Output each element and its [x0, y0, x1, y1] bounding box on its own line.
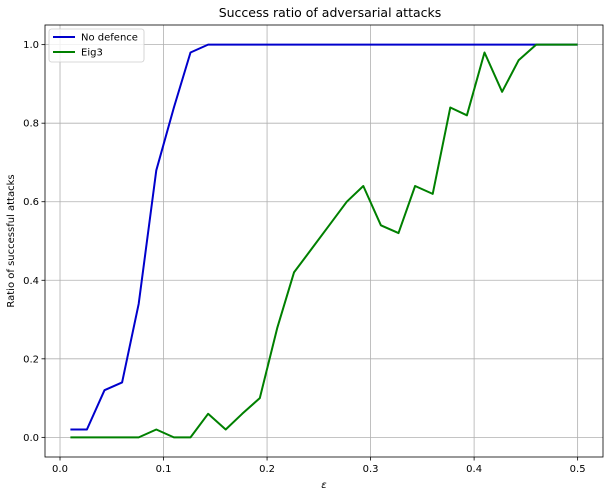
data-point	[69, 429, 71, 431]
data-point	[155, 429, 157, 431]
plot-area	[45, 25, 603, 457]
data-point	[553, 44, 555, 46]
data-point	[432, 44, 434, 46]
data-point	[577, 44, 579, 46]
data-point	[173, 106, 175, 108]
data-point	[155, 169, 157, 171]
x-tick-label: 0.5	[570, 464, 586, 475]
data-point	[535, 44, 537, 46]
x-tick-label: 0.0	[52, 464, 68, 475]
data-point	[518, 44, 520, 46]
x-tick-label: 0.2	[259, 464, 275, 475]
y-tick-label: 0.6	[23, 197, 39, 208]
data-point	[328, 224, 330, 226]
data-point	[466, 114, 468, 116]
data-point	[432, 193, 434, 195]
data-point	[259, 44, 261, 46]
x-axis-label: ε	[321, 480, 327, 491]
data-point	[104, 389, 106, 391]
data-point	[362, 185, 364, 187]
data-point	[207, 44, 209, 46]
plot-frame	[44, 24, 604, 458]
chart-title: Success ratio of adversarial attacks	[219, 5, 442, 20]
data-point	[259, 397, 261, 399]
y-tick-label: 0.8	[23, 119, 39, 130]
data-point	[380, 44, 382, 46]
data-point	[569, 44, 571, 46]
data-point	[501, 91, 503, 93]
series-line-eig3	[70, 43, 578, 439]
y-tick-label: 1.0	[23, 40, 39, 51]
data-point	[189, 436, 191, 438]
data-point	[241, 44, 243, 46]
data-point	[328, 44, 330, 46]
series-eig3	[69, 43, 579, 439]
data-point	[398, 232, 400, 234]
data-point	[293, 44, 295, 46]
data-point	[104, 436, 106, 438]
data-point	[207, 413, 209, 415]
data-point	[225, 44, 227, 46]
data-point	[86, 429, 88, 431]
x-tick-label: 0.3	[363, 464, 379, 475]
data-point	[189, 51, 191, 53]
legend-label: Eig3	[81, 48, 103, 59]
data-point	[173, 436, 175, 438]
data-point	[380, 224, 382, 226]
data-point	[311, 44, 313, 46]
data-point	[276, 326, 278, 328]
data-point	[449, 44, 451, 46]
data-point	[414, 44, 416, 46]
series-no-defence	[69, 43, 578, 431]
data-point	[121, 436, 123, 438]
data-point	[86, 436, 88, 438]
x-tick-label: 0.1	[156, 464, 172, 475]
data-point	[346, 201, 348, 203]
data-point	[311, 248, 313, 250]
data-point	[518, 59, 520, 61]
y-tick-label: 0.4	[23, 276, 39, 287]
y-tick-label: 0.2	[23, 354, 39, 365]
y-tick-label: 0.0	[23, 433, 39, 444]
data-point	[483, 44, 485, 46]
series-line-no-defence	[70, 43, 578, 431]
data-point	[449, 106, 451, 108]
data-point	[501, 44, 503, 46]
data-point	[362, 44, 364, 46]
data-point	[121, 381, 123, 383]
y-axis-label: Ratio of successful attacks	[6, 174, 17, 307]
data-point	[138, 303, 140, 305]
data-point	[241, 413, 243, 415]
data-point	[293, 271, 295, 273]
data-point	[69, 436, 71, 438]
axis-ticks: 0.0 0.1 0.2 0.3 0.4 0.5 0.0 0.2 0.4 0.6 0.8 1.0	[23, 40, 585, 475]
data-point	[466, 44, 468, 46]
data-point	[398, 44, 400, 46]
legend: No defence Eig3	[48, 28, 145, 63]
series-lines	[69, 43, 579, 439]
data-point	[414, 185, 416, 187]
legend-label: No defence	[81, 33, 138, 44]
data-point	[138, 436, 140, 438]
data-point	[483, 51, 485, 53]
data-point	[225, 429, 227, 431]
data-point	[346, 44, 348, 46]
x-tick-label: 0.4	[466, 464, 482, 475]
data-point	[276, 44, 278, 46]
